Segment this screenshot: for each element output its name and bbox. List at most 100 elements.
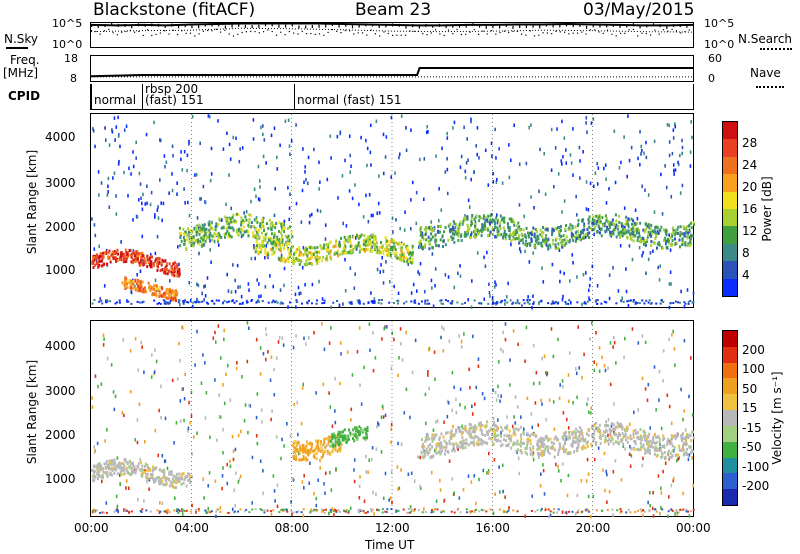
echo-cell	[528, 434, 531, 438]
echo-cell	[102, 251, 105, 255]
echo-cell	[425, 450, 428, 454]
echo-cell	[388, 301, 391, 304]
echo-cell	[512, 233, 515, 237]
echo-cell	[178, 267, 181, 271]
colorbar-tick-label: 12	[742, 224, 758, 238]
echo-cell	[356, 429, 359, 433]
echo-cell	[349, 249, 352, 253]
echo-cell	[373, 297, 376, 301]
echo-cell	[422, 197, 425, 202]
echo-cell	[430, 228, 433, 232]
echo-cell	[129, 253, 132, 257]
echo-cell	[579, 231, 582, 235]
echo-cell	[135, 140, 137, 145]
echo-cell	[672, 163, 675, 167]
echo-cell	[241, 233, 244, 237]
echo-cell	[231, 507, 234, 512]
echo-cell	[576, 438, 579, 442]
echo-cell	[553, 436, 556, 441]
echo-cell	[410, 471, 413, 476]
echo-cell	[603, 300, 606, 303]
echo-cell	[199, 225, 201, 230]
echo-cell	[245, 229, 248, 233]
echo-cell	[483, 433, 486, 437]
echo-cell	[125, 124, 128, 129]
echo-cell	[136, 272, 139, 277]
echo-cell	[686, 244, 689, 248]
echo-cell	[309, 461, 311, 466]
echo-cell	[517, 456, 520, 461]
echo-cell	[359, 383, 361, 388]
echo-cell	[421, 245, 424, 249]
echo-cell	[148, 487, 150, 491]
echo-cell	[403, 242, 406, 246]
echo-cell	[605, 229, 608, 233]
echo-cell	[166, 272, 169, 276]
echo-cell	[543, 241, 546, 245]
echo-cell	[637, 156, 639, 161]
echo-cell	[300, 220, 303, 224]
echo-cell	[138, 301, 141, 304]
echo-cell	[252, 231, 255, 235]
echo-cell	[319, 244, 322, 248]
echo-cell	[160, 285, 163, 289]
echo-cell	[668, 440, 671, 444]
echo-cell	[198, 251, 200, 256]
echo-cell	[623, 135, 625, 139]
echo-cell	[343, 437, 346, 441]
echo-cell	[273, 242, 276, 246]
echo-cell	[612, 222, 615, 226]
echo-cell	[680, 243, 683, 247]
echo-cell	[226, 301, 229, 304]
echo-cell	[184, 372, 186, 377]
echo-cell	[171, 378, 174, 383]
echo-cell	[363, 239, 366, 243]
echo-cell	[509, 358, 511, 362]
echo-cell	[497, 229, 500, 233]
echo-cell	[306, 254, 309, 258]
echo-cell	[630, 145, 633, 150]
echo-cell	[131, 282, 134, 286]
noise-search-dot	[194, 35, 196, 37]
echo-cell	[538, 381, 541, 385]
noise-sky-spike	[599, 24, 601, 28]
echo-cell	[497, 360, 500, 364]
echo-cell	[428, 226, 430, 230]
echo-cell	[432, 246, 435, 250]
echo-cell	[458, 334, 460, 338]
noise-search-dot	[533, 35, 536, 37]
echo-cell	[552, 242, 555, 246]
echo-cell	[685, 439, 688, 443]
echo-cell	[105, 459, 108, 463]
echo-cell	[357, 299, 360, 302]
echo-cell	[210, 299, 213, 302]
echo-cell	[262, 224, 265, 228]
echo-cell	[504, 495, 506, 499]
echo-cell	[175, 481, 178, 485]
echo-cell	[218, 393, 220, 397]
echo-cell	[421, 455, 424, 459]
echo-cell	[166, 476, 169, 480]
echo-cell	[428, 242, 431, 246]
echo-cell	[553, 302, 556, 305]
echo-cell	[93, 469, 96, 473]
noise-sky-spike	[271, 23, 273, 27]
echo-cell	[374, 242, 377, 246]
echo-cell	[684, 302, 687, 305]
echo-cell	[604, 438, 607, 442]
noise-search-dot	[331, 28, 333, 31]
echo-cell	[435, 499, 438, 504]
echo-cell	[181, 168, 184, 172]
echo-cell	[459, 440, 462, 444]
echo-cell	[217, 243, 220, 247]
velocity-ytick-3000: 3000	[45, 384, 76, 398]
echo-cell	[119, 470, 122, 474]
echo-cell	[586, 300, 589, 303]
echo-cell	[248, 288, 250, 292]
echo-cell	[255, 218, 258, 222]
echo-cell	[415, 190, 418, 195]
echo-cell	[369, 150, 372, 155]
echo-cell	[384, 413, 387, 418]
echo-cell	[168, 477, 171, 481]
echo-cell	[531, 305, 533, 310]
